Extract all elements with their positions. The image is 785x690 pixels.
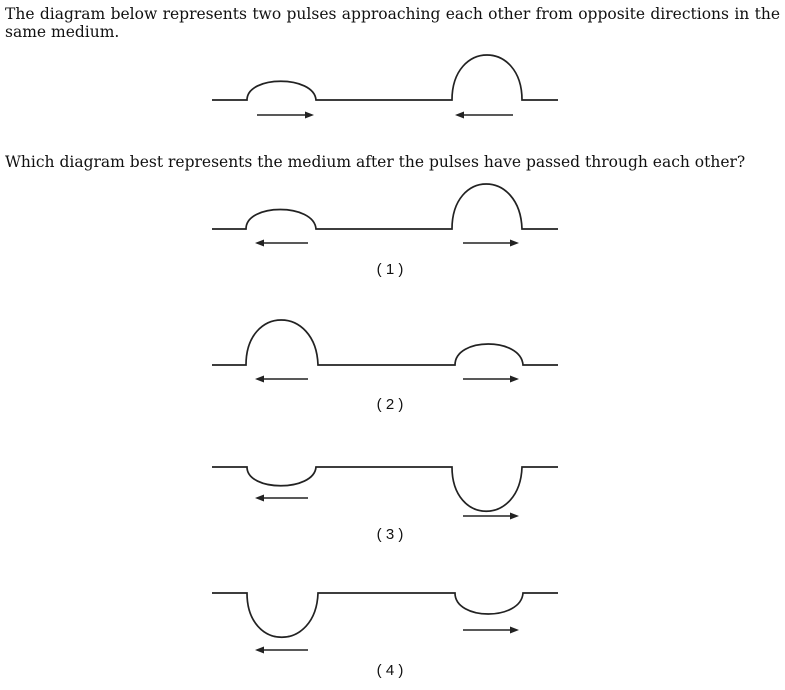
choice-1-label: ( 1 )	[376, 261, 404, 278]
arrow-right	[257, 111, 314, 119]
choice-4-diagram	[212, 592, 558, 654]
medium-wave	[212, 466, 558, 513]
choice-2-label: ( 2 )	[376, 396, 404, 413]
medium-wave	[212, 183, 558, 230]
choice-3-label: ( 3 )	[376, 526, 404, 543]
arrow-left	[255, 646, 308, 654]
choice-2-diagram	[212, 319, 558, 383]
medium-wave	[212, 592, 558, 639]
arrow-right	[463, 239, 519, 247]
initial-pulses-diagram	[212, 54, 558, 119]
medium-wave	[212, 319, 558, 366]
choice-3-diagram	[212, 466, 558, 520]
question-prompt: Which diagram best represents the medium…	[5, 153, 746, 171]
arrow-left	[255, 239, 308, 247]
medium-wave	[212, 54, 558, 101]
arrow-right	[463, 626, 519, 634]
arrow-left	[255, 494, 308, 502]
choice-1-diagram	[212, 183, 558, 247]
arrow-left	[255, 375, 308, 383]
choice-4-label: ( 4 )	[376, 662, 404, 679]
arrow-right	[463, 512, 519, 520]
arrow-left	[455, 111, 513, 119]
question-intro: The diagram below represents two pulses …	[5, 5, 780, 41]
arrow-right	[463, 375, 519, 383]
